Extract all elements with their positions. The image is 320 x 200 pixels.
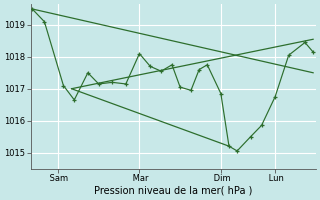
X-axis label: Pression niveau de la mer( hPa ): Pression niveau de la mer( hPa ) bbox=[94, 186, 252, 196]
